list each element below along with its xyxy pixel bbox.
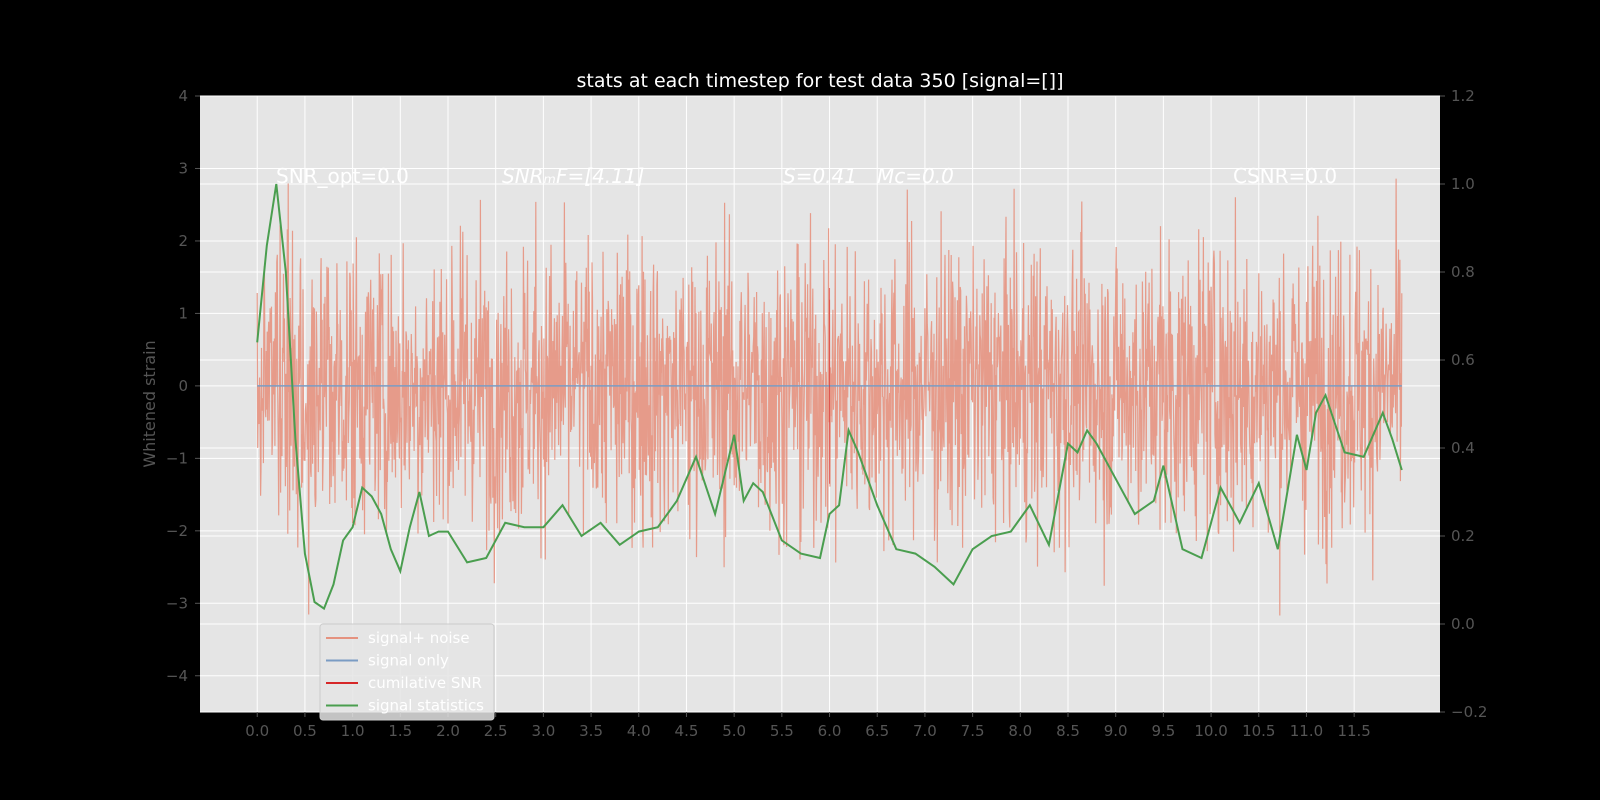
x-tick-label: 0.5: [293, 722, 317, 740]
x-tick-label: 5.0: [722, 722, 746, 740]
x-tick-label: 11.5: [1337, 722, 1370, 740]
annotation-text: CSNR=0.0: [1233, 164, 1337, 188]
x-tick-label: 8.0: [1008, 722, 1032, 740]
y-tick-label: −3: [166, 594, 188, 612]
y2-tick-label: 0.2: [1451, 527, 1475, 545]
x-tick-label: 1.5: [388, 722, 412, 740]
y2-tick-label: 1.2: [1451, 87, 1475, 105]
x-tick-label: 1.0: [341, 722, 365, 740]
x-tick-label: 7.0: [913, 722, 937, 740]
annotation-text: SNRₘF=[4.11]: [502, 164, 644, 188]
legend-label: signal+ noise: [368, 629, 470, 647]
x-tick-label: 9.0: [1104, 722, 1128, 740]
x-tick-label: 3.0: [531, 722, 555, 740]
legend-label: cumilative SNR: [368, 674, 482, 692]
y-tick-label: −1: [166, 449, 188, 467]
x-tick-label: 6.5: [865, 722, 889, 740]
y2-tick-label: 0.6: [1451, 351, 1475, 369]
legend: signal+ noise signal only cumilative SNR si…: [319, 623, 495, 721]
y-tick-label: −2: [166, 522, 188, 540]
x-tick-label: 10.5: [1242, 722, 1275, 740]
axes: 0.0 0.5 1.0 1.5 2.0 2.5 3.0 3.5 4.0 4.5 5.0 5.5 6.0 6…: [166, 87, 1488, 740]
y-tick-label: 3: [178, 159, 188, 177]
x-tick-label: 4.0: [627, 722, 651, 740]
y2-tick-label: 0.8: [1451, 263, 1475, 281]
annotation-text: S=0.41: [783, 164, 857, 188]
x-tick-label: 6.0: [818, 722, 842, 740]
y2-tick-label: 0.4: [1451, 439, 1475, 457]
y-tick-label: 4: [178, 87, 188, 105]
y-tick-label: −4: [166, 667, 188, 685]
y-tick-label: 1: [178, 304, 188, 322]
legend-box: [319, 623, 495, 721]
x-tick-label: 2.0: [436, 722, 460, 740]
x-tick-label: 3.5: [579, 722, 603, 740]
x-tick-label: 8.5: [1056, 722, 1080, 740]
legend-label: signal statistics: [368, 697, 484, 715]
x-tick-label: 2.5: [484, 722, 508, 740]
annotations: SNR_opt=0.0 SNRₘF=[4.11] S=0.41 Mᴄ=0.0 CSNR=…: [276, 164, 1337, 188]
x-tick-label: 10.0: [1194, 722, 1227, 740]
x-tick-label: 5.5: [770, 722, 794, 740]
y2-tick-label: 0.0: [1451, 615, 1475, 633]
x-tick-label: 9.5: [1151, 722, 1175, 740]
signal-statistics-line: [256, 183, 1403, 611]
y-tick-label: 2: [178, 232, 188, 250]
y2-tick-label: 1.0: [1451, 175, 1475, 193]
legend-label: signal only: [368, 652, 449, 670]
series-lines: [256, 183, 1403, 611]
x-tick-label: 7.5: [961, 722, 985, 740]
x-tick-label: 4.5: [675, 722, 699, 740]
chart-title: stats at each timestep for test data 350…: [576, 70, 1063, 92]
x-tick-label: 0.0: [245, 722, 269, 740]
annotation-text: Mᴄ=0.0: [877, 164, 954, 188]
annotation-text: SNR_opt=0.0: [276, 164, 409, 188]
x-tick-label: 11.0: [1290, 722, 1323, 740]
y-tick-label: 0: [178, 377, 188, 395]
y2-tick-label: −0.2: [1451, 703, 1487, 721]
y-axis-label: Whitened strain: [140, 340, 159, 467]
